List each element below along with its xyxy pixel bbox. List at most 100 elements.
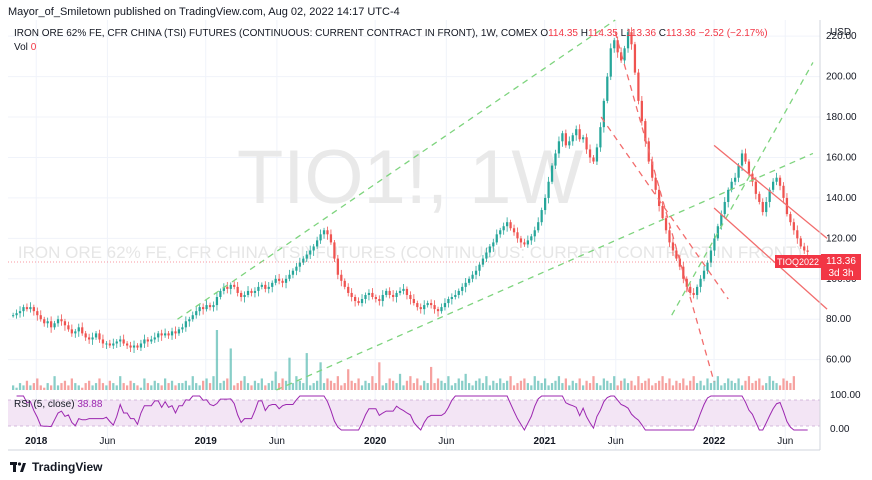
volume-bar	[447, 376, 450, 390]
candle-body	[723, 201, 726, 215]
volume-bar	[478, 378, 481, 390]
candle-body	[457, 290, 460, 295]
candle-body	[22, 307, 25, 312]
candle-body	[350, 292, 353, 297]
volume-bar	[423, 380, 426, 390]
candle-body	[267, 286, 270, 289]
candle-body	[585, 137, 588, 150]
volume-bar	[575, 383, 578, 390]
candle-body	[554, 153, 557, 166]
candle-body	[250, 290, 253, 293]
volume-bar	[32, 383, 35, 390]
candle-body	[685, 278, 688, 287]
candle-body	[468, 278, 471, 283]
trendline[interactable]	[276, 152, 814, 391]
rsi-pane: RSI (5, close) 38.88 100.00 0.00	[8, 390, 861, 435]
candle-body	[516, 232, 519, 239]
volume-bar	[440, 380, 443, 390]
candle-body	[664, 218, 668, 231]
candle-body	[758, 193, 761, 202]
volume-bar	[585, 380, 588, 390]
volume-bar	[129, 380, 132, 390]
volume-bar	[295, 376, 298, 390]
volume-bar	[696, 383, 699, 390]
contract-tag: TIOQ2022	[777, 257, 819, 267]
volume-bar	[98, 378, 101, 390]
volume-bar	[488, 385, 491, 390]
candle-body	[506, 222, 509, 227]
candle-body	[56, 319, 60, 324]
volume-bar	[288, 357, 291, 390]
volume-bar	[29, 385, 32, 390]
volume-bar	[516, 383, 519, 390]
volume-bar	[568, 385, 571, 390]
candle-body	[222, 286, 225, 291]
candle-body	[205, 305, 208, 310]
price-tick-label: 120.00	[826, 233, 857, 244]
candle-body	[568, 141, 571, 146]
volume-bar	[264, 385, 267, 390]
candle-body	[74, 331, 77, 334]
candle-body	[288, 274, 291, 279]
candle-body	[215, 296, 219, 306]
candle-body	[374, 296, 377, 300]
volume-bar	[43, 387, 46, 390]
candle-body	[336, 258, 339, 275]
trendline[interactable]	[713, 144, 828, 239]
volume-bar	[354, 383, 357, 390]
volume-bar	[409, 376, 412, 390]
volume-bar	[81, 387, 84, 390]
candle-body	[246, 290, 250, 295]
trendline[interactable]	[713, 207, 828, 310]
volume-bar	[53, 376, 56, 390]
candle-body	[36, 311, 39, 316]
candle-body	[454, 294, 457, 297]
volume-bar	[457, 378, 460, 390]
axes: 220.00200.00180.00160.00140.00120.00100.…	[8, 20, 857, 451]
candle-body	[806, 250, 809, 252]
volume-bar	[433, 383, 436, 390]
candle-body	[440, 307, 443, 312]
candle-body	[347, 286, 350, 293]
candle-body	[43, 319, 46, 324]
candle-body	[53, 323, 56, 328]
volume-bar	[70, 378, 73, 390]
candle-body	[796, 230, 799, 239]
volume-bar	[658, 380, 661, 390]
volume-bar	[208, 383, 212, 390]
candle-body	[644, 121, 647, 142]
candle-body	[281, 280, 284, 283]
volume-bar	[758, 378, 761, 390]
candle-body	[544, 197, 547, 211]
volume-bar	[481, 383, 485, 390]
volume-bar	[533, 376, 536, 390]
candle-body	[322, 230, 326, 235]
volume-bar	[740, 385, 744, 390]
volume-bar	[46, 383, 49, 390]
volume-bar	[692, 376, 695, 390]
candle-body	[499, 230, 502, 235]
price-tick-label: 60.00	[826, 355, 851, 366]
candle-body	[716, 226, 719, 239]
candle-body	[633, 44, 637, 73]
candle-body	[405, 288, 409, 295]
candle-body	[326, 230, 329, 235]
candle-body	[430, 303, 433, 306]
footer-brand[interactable]: TradingView	[10, 460, 102, 474]
volume-bar	[278, 383, 281, 390]
candle-body	[212, 305, 215, 308]
volume-bar	[340, 385, 343, 390]
candle-body	[488, 246, 491, 253]
trendlines[interactable]	[177, 19, 828, 391]
volume-bar	[547, 385, 550, 390]
candle-body	[734, 177, 737, 182]
volume-bar	[392, 380, 395, 390]
trendline[interactable]	[177, 19, 616, 320]
candle-body	[132, 345, 136, 348]
volume-bar	[243, 376, 246, 390]
volume-bar	[509, 376, 512, 390]
volume-bar	[464, 373, 467, 390]
trendline[interactable]	[600, 116, 729, 300]
trendline[interactable]	[671, 62, 814, 316]
